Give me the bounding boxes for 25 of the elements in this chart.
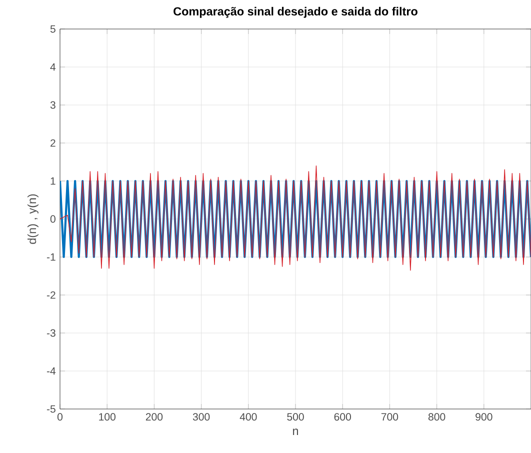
x-axis-title: n (293, 428, 298, 435)
chart-title: Comparação sinal desejado e saida do filtro (174, 6, 418, 18)
x-tick-label: 500 (287, 413, 304, 421)
x-tick-label: 600 (334, 413, 351, 421)
y-tick-label: 5 (50, 25, 56, 33)
x-tick-label: 0 (57, 413, 63, 421)
x-tick-label: 200 (146, 413, 163, 421)
x-tick-label: 800 (428, 413, 446, 421)
y-tick-label: 3 (50, 101, 56, 109)
y-tick-label: -1 (46, 253, 56, 261)
y-tick-label: 2 (50, 139, 56, 147)
x-tick-label: 300 (192, 413, 210, 421)
x-tick-label: 900 (476, 413, 492, 421)
y-tick-label: -5 (46, 405, 56, 413)
x-tick-label: 400 (240, 413, 257, 421)
y-tick-label: -2 (46, 291, 56, 299)
x-tick-label: 100 (99, 413, 116, 421)
x-tick-label: 700 (381, 413, 398, 421)
y-tick-label: -3 (46, 329, 56, 337)
y-tick-label: 1 (50, 177, 56, 185)
y-tick-label: -4 (46, 367, 56, 375)
y-axis-title: d(n) , y(n) (28, 194, 38, 244)
y-tick-label: 4 (50, 63, 56, 71)
y-tick-label: 0 (50, 215, 56, 223)
line-series (60, 165, 531, 271)
